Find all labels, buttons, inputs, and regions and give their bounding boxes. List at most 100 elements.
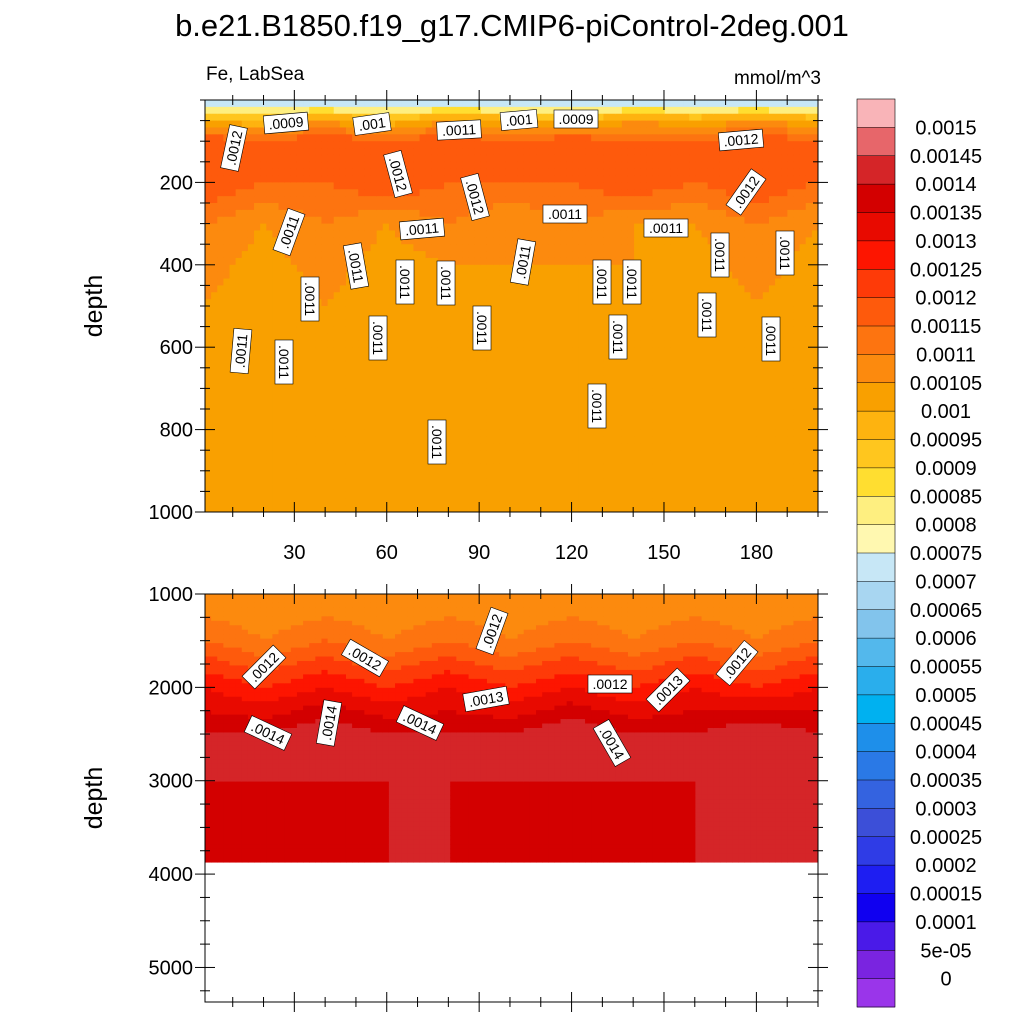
heatmap-cell (450, 395, 457, 403)
heatmap-cell (217, 257, 224, 266)
heatmap-cell (364, 257, 372, 266)
heatmap-cell (462, 457, 470, 465)
heatmap-cell (339, 271, 347, 280)
heatmap-cell (523, 477, 531, 486)
heatmap-cell (364, 415, 372, 424)
heatmap-cell (321, 367, 329, 376)
heatmap-cell (254, 347, 261, 355)
heatmap-cell (370, 484, 378, 492)
heatmap-cell (339, 347, 347, 355)
heatmap-cell (260, 189, 267, 197)
heatmap-cell (603, 360, 611, 369)
heatmap-cell (382, 443, 390, 451)
heatmap-cell (652, 264, 660, 273)
heatmap-cell (388, 395, 396, 403)
heatmap-cell (523, 381, 531, 389)
heatmap-cell (456, 463, 464, 472)
heatmap-cell (382, 374, 390, 383)
heatmap-cell (468, 285, 476, 293)
heatmap-cell (486, 477, 494, 486)
heatmap-cell (493, 251, 500, 259)
heatmap-cell (444, 450, 451, 458)
heatmap-cell (241, 306, 249, 314)
heatmap-cell (456, 409, 464, 417)
heatmap-cell (689, 326, 696, 335)
heatmap-cell (444, 244, 451, 252)
heatmap-cell (621, 106, 629, 115)
heatmap-cell (413, 182, 421, 190)
heatmap-cell (664, 278, 672, 286)
heatmap-cell (266, 299, 274, 307)
heatmap-cell (640, 230, 647, 238)
heatmap-cell (321, 251, 329, 259)
heatmap-cell (627, 113, 635, 122)
heatmap-cell (321, 299, 329, 307)
heatmap-cell (505, 134, 513, 142)
heatmap-cell (205, 278, 212, 286)
heatmap-cell (566, 340, 574, 348)
heatmap-cell (572, 463, 580, 472)
heatmap-cell (664, 168, 672, 177)
heatmap-cell (382, 381, 390, 389)
heatmap-cell (462, 491, 470, 499)
heatmap-cell (572, 257, 580, 266)
heatmap-cell (689, 154, 696, 163)
heatmap-cell (701, 436, 709, 444)
heatmap-cell (364, 326, 372, 335)
heatmap-cell (499, 106, 506, 115)
heatmap-cell (333, 230, 341, 238)
heatmap-cell (578, 457, 586, 465)
heatmap-cell (235, 422, 243, 431)
heatmap-cell (695, 175, 703, 183)
heatmap-cell (284, 189, 292, 197)
heatmap-cell (578, 484, 586, 492)
heatmap-cell (529, 134, 537, 142)
heatmap-cell (554, 189, 562, 197)
heatmap-cell (419, 415, 427, 424)
heatmap-cell (327, 333, 335, 341)
heatmap-cell (652, 319, 660, 328)
heatmap-cell (327, 388, 335, 396)
heatmap-cell (646, 463, 654, 472)
heatmap-cell (290, 360, 298, 369)
heatmap-cell (505, 505, 513, 512)
heatmap-cell (517, 491, 525, 499)
heatmap-cell (707, 409, 715, 417)
heatmap-cell (640, 148, 647, 156)
heatmap-cell (413, 354, 421, 362)
heatmap-cell (223, 484, 231, 492)
heatmap-cell (364, 354, 372, 362)
heatmap-cell (247, 141, 255, 149)
heatmap-cell (542, 223, 549, 232)
heatmap-cell (266, 175, 274, 183)
heatmap-cell (505, 340, 513, 348)
heatmap-cell (670, 299, 678, 307)
heatmap-cell (395, 463, 402, 472)
heatmap-cell (621, 216, 629, 225)
heatmap-cell (241, 113, 249, 122)
heatmap-cell (701, 161, 709, 170)
heatmap-cell (713, 134, 721, 142)
heatmap-cell (670, 203, 678, 211)
heatmap-cell (407, 463, 415, 472)
heatmap-cell (634, 113, 641, 122)
heatmap-cell (603, 409, 611, 417)
heatmap-cell (401, 209, 408, 218)
heatmap-cell (456, 443, 464, 451)
heatmap-cell (609, 395, 617, 403)
heatmap-cell (290, 436, 298, 444)
heatmap-cell (670, 436, 678, 444)
heatmap-cell (536, 299, 543, 307)
heatmap-cell (241, 388, 249, 396)
heatmap-cell (321, 168, 329, 177)
heatmap-cell (554, 182, 562, 190)
heatmap-cell (609, 422, 617, 431)
heatmap-cell (689, 347, 696, 355)
heatmap-cell (388, 347, 396, 355)
heatmap-cell (615, 100, 623, 108)
heatmap-cell (382, 106, 390, 115)
heatmap-cell (456, 367, 464, 376)
heatmap-cell (707, 106, 715, 115)
heatmap-cell (431, 120, 439, 129)
heatmap-cell (290, 196, 298, 204)
